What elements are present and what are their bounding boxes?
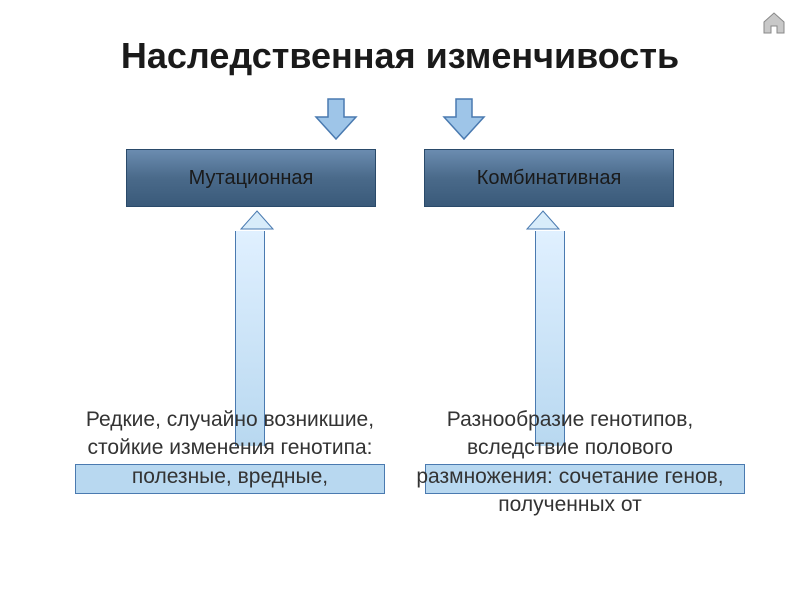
up-arrow-left <box>239 209 275 231</box>
up-arrows-row <box>0 209 800 231</box>
category-label: Мутационная <box>189 167 314 190</box>
arrows-row <box>0 95 800 143</box>
category-box-combinative: Комбинативная <box>424 149 674 207</box>
description-text: Редкие, случайно возникшие, стойкие изме… <box>86 408 374 488</box>
category-label: Комбинативная <box>477 167 622 190</box>
page-title: Наследственная изменчивость <box>0 0 800 77</box>
category-boxes: Мутационная Комбинативная <box>0 149 800 207</box>
down-arrow-right <box>440 95 488 143</box>
down-arrow-left <box>312 95 360 143</box>
description-combinative: Разнообразие генотипов, вследствие полов… <box>405 406 735 519</box>
home-icon[interactable] <box>760 8 788 36</box>
up-arrow-right <box>525 209 561 231</box>
description-text: Разнообразие генотипов, вследствие полов… <box>416 408 723 516</box>
descriptions-row: Редкие, случайно возникшие, стойкие изме… <box>0 406 800 519</box>
category-box-mutational: Мутационная <box>126 149 376 207</box>
description-mutational: Редкие, случайно возникшие, стойкие изме… <box>65 406 395 519</box>
